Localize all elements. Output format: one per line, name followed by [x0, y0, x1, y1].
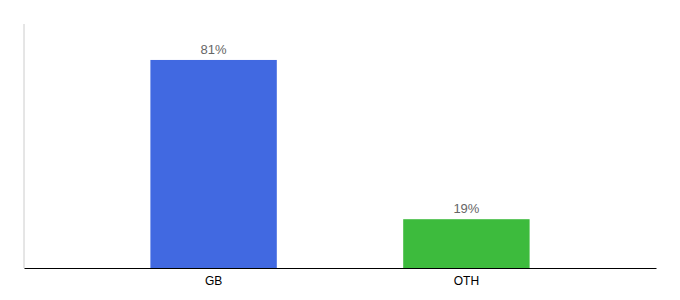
chart-container: GB OTH 81% 19% — [0, 0, 680, 300]
data-labels: 81% 19% — [201, 42, 480, 216]
x-axis-line — [25, 268, 657, 269]
data-label: 81% — [201, 42, 227, 57]
bar — [403, 219, 529, 268]
chart-svg: GB OTH 81% 19% — [0, 0, 680, 300]
bar — [150, 60, 276, 268]
bars — [150, 60, 529, 268]
y-axis-line — [24, 24, 25, 268]
x-axis: GB OTH — [25, 269, 657, 289]
plot-area: GB OTH 81% 19% — [24, 24, 657, 288]
x-tick-label: GB — [205, 274, 222, 288]
data-label: 19% — [453, 201, 479, 216]
x-tick: GB — [205, 274, 222, 288]
x-tick: OTH — [454, 274, 479, 288]
x-tick-label: OTH — [454, 274, 479, 288]
